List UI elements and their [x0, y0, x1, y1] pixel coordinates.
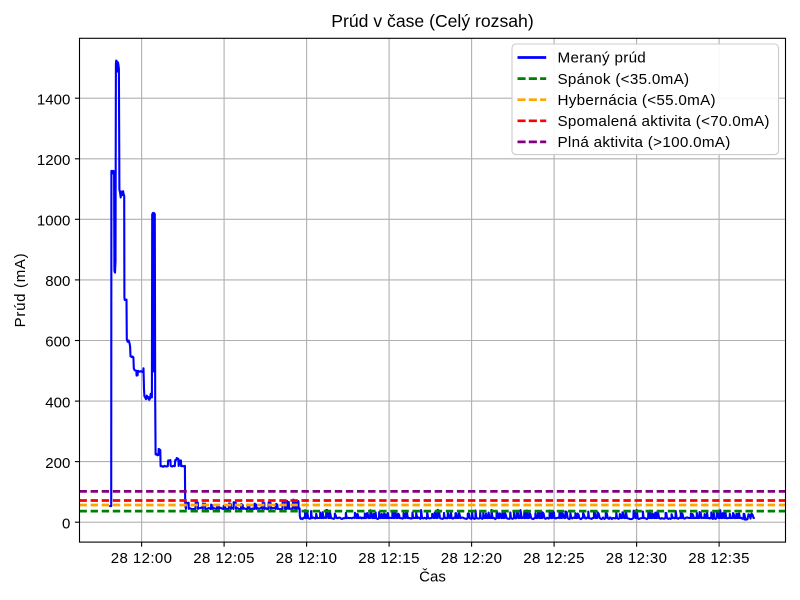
svg-text:600: 600: [45, 334, 70, 351]
svg-text:200: 200: [45, 455, 70, 472]
svg-text:28 12:20: 28 12:20: [441, 550, 503, 567]
svg-text:1200: 1200: [37, 152, 70, 169]
svg-text:28 12:25: 28 12:25: [523, 550, 585, 567]
svg-text:400: 400: [45, 394, 70, 411]
svg-text:Prúd v čase (Celý rozsah): Prúd v čase (Celý rozsah): [331, 11, 533, 31]
svg-text:1000: 1000: [37, 213, 70, 230]
svg-text:Čas: Čas: [419, 569, 446, 586]
svg-text:28 12:15: 28 12:15: [358, 550, 420, 567]
svg-text:800: 800: [45, 273, 70, 290]
svg-text:28 12:05: 28 12:05: [193, 550, 255, 567]
svg-text:28 12:10: 28 12:10: [276, 550, 338, 567]
svg-text:Spomalená aktivita (<70.0mA): Spomalená aktivita (<70.0mA): [558, 113, 770, 130]
svg-text:28 12:35: 28 12:35: [688, 550, 750, 567]
svg-text:Spánok (<35.0mA): Spánok (<35.0mA): [558, 71, 690, 88]
svg-text:Meraný prúd: Meraný prúd: [558, 50, 647, 67]
svg-text:Prúd (mA): Prúd (mA): [12, 253, 29, 328]
svg-text:28 12:30: 28 12:30: [606, 550, 668, 567]
svg-text:28 12:00: 28 12:00: [111, 550, 173, 567]
svg-text:Plná aktivita (>100.0mA): Plná aktivita (>100.0mA): [558, 134, 731, 151]
svg-text:Hybernácia (<55.0mA): Hybernácia (<55.0mA): [558, 92, 716, 109]
svg-text:1400: 1400: [37, 91, 70, 108]
svg-text:0: 0: [62, 515, 70, 532]
